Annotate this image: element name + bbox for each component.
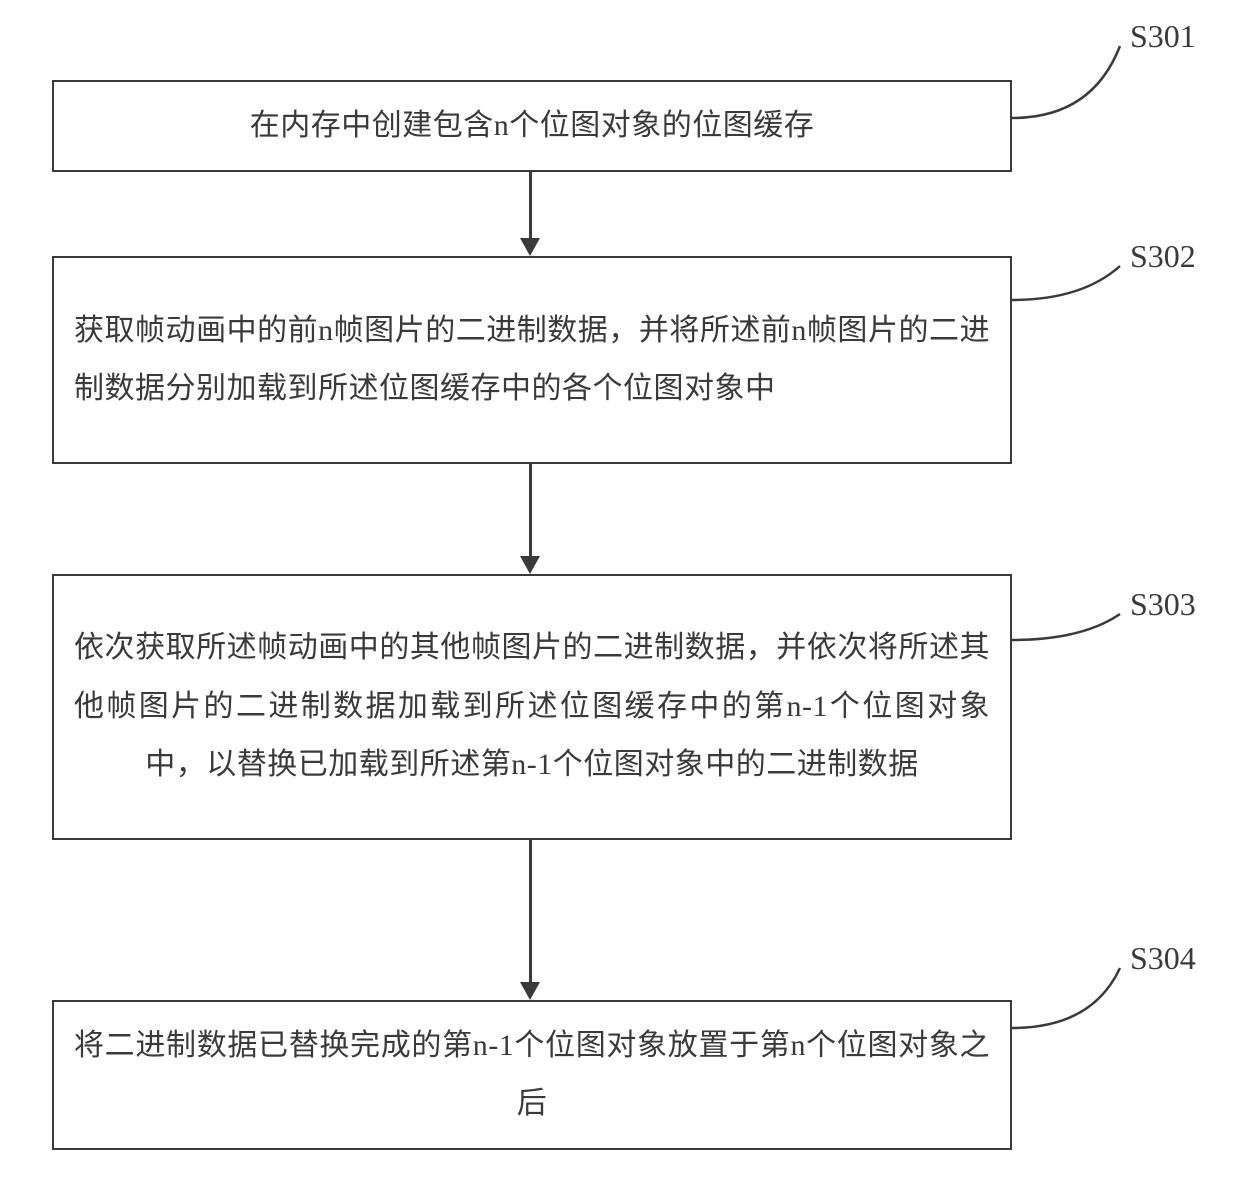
connector-s301 (1012, 18, 1132, 128)
arrow-s301-s302 (529, 172, 532, 238)
step-text-s302: 获取帧动画中的前n帧图片的二进制数据，并将所述前n帧图片的二进制数据分别加载到所… (54, 302, 1010, 419)
step-box-s301: 在内存中创建包含n个位图对象的位图缓存 (52, 80, 1012, 172)
step-text-s303: 依次获取所述帧动画中的其他帧图片的二进制数据，并依次将所述其他帧图片的二进制数据… (54, 619, 1010, 795)
arrow-head-s303-s304 (520, 982, 540, 1000)
step-label-s304: S304 (1130, 940, 1196, 977)
connector-s303 (1012, 586, 1132, 666)
arrow-s303-s304 (529, 840, 532, 982)
step-box-s304: 将二进制数据已替换完成的第n-1个位图对象放置于第n个位图对象之后 (52, 1000, 1012, 1150)
arrow-head-s302-s303 (520, 556, 540, 574)
step-label-s302: S302 (1130, 238, 1196, 275)
step-box-s302: 获取帧动画中的前n帧图片的二进制数据，并将所述前n帧图片的二进制数据分别加载到所… (52, 256, 1012, 464)
flowchart-canvas: 在内存中创建包含n个位图对象的位图缓存 S301 获取帧动画中的前n帧图片的二进… (0, 0, 1240, 1197)
connector-s302 (1012, 238, 1132, 318)
step-text-s301: 在内存中创建包含n个位图对象的位图缓存 (230, 97, 835, 156)
arrow-s302-s303 (529, 464, 532, 556)
step-box-s303: 依次获取所述帧动画中的其他帧图片的二进制数据，并依次将所述其他帧图片的二进制数据… (52, 574, 1012, 840)
arrow-head-s301-s302 (520, 238, 540, 256)
step-label-s303: S303 (1130, 586, 1196, 623)
step-label-s301: S301 (1130, 18, 1196, 55)
step-text-s304: 将二进制数据已替换完成的第n-1个位图对象放置于第n个位图对象之后 (54, 1017, 1010, 1134)
connector-s304 (1012, 940, 1132, 1040)
